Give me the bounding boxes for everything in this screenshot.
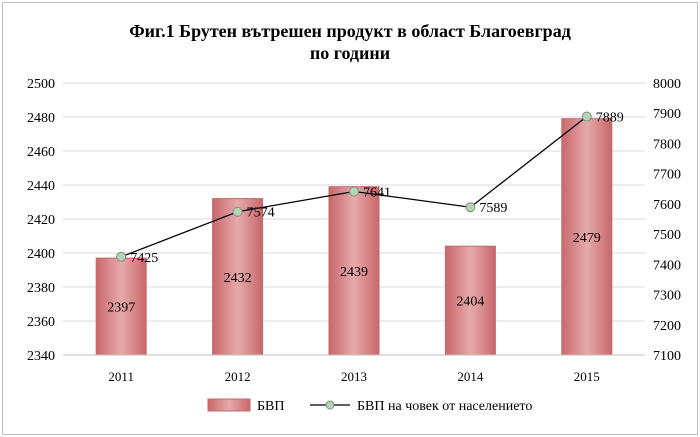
y-left-tick-label: 2440 [27, 179, 55, 194]
bar-value-label: 2432 [224, 271, 252, 286]
y-left-tick-label: 2500 [27, 77, 55, 92]
x-tick-label: 2011 [108, 369, 134, 384]
line-value-label: 7589 [479, 201, 507, 216]
line-value-label: 7889 [596, 111, 624, 126]
line-value-label: 7641 [363, 185, 391, 200]
y-left-tick-label: 2460 [27, 145, 55, 160]
bar [95, 257, 147, 356]
y-left-tick-label: 2420 [27, 213, 55, 228]
y-left-tick-label: 2480 [27, 111, 55, 126]
y-right-tick-label: 7200 [653, 319, 681, 334]
y-right-tick-label: 7900 [653, 107, 681, 122]
legend: БВП БВП на човек от населението [207, 398, 532, 414]
x-tick-label: 2013 [341, 369, 367, 384]
x-tick-label: 2014 [457, 369, 484, 384]
line-point [581, 111, 592, 122]
legend-swatch-marker [325, 400, 335, 410]
y-right-tick-label: 7100 [653, 349, 681, 364]
chart-title-line2: по години [310, 43, 390, 63]
bar-value-label: 2397 [107, 301, 135, 316]
bar-value-label: 2479 [573, 231, 601, 246]
bar-value-label: 2404 [456, 295, 484, 310]
line-value-label: 7425 [130, 251, 158, 266]
y-left-tick-label: 2360 [27, 315, 55, 330]
bar-value-label: 2439 [340, 265, 368, 280]
y-left-tick-label: 2380 [27, 281, 55, 296]
y-right-tick-label: 8000 [653, 77, 681, 92]
line-point [465, 202, 476, 213]
line-value-label: 7574 [247, 206, 275, 221]
chart-svg: Фиг.1 Брутен вътрешен продукт в област Б… [27, 21, 681, 414]
line-point [232, 206, 243, 217]
y-left-tick-label: 2340 [27, 349, 55, 364]
line-point [116, 251, 127, 262]
y-right-tick-label: 7800 [653, 137, 681, 152]
x-tick-label: 2015 [574, 369, 600, 384]
legend-label-bar: БВП [257, 399, 285, 414]
legend-swatch-bar [207, 398, 251, 412]
line-point [349, 186, 359, 197]
y-right-tick-label: 7600 [653, 198, 681, 213]
y-right-tick-label: 7400 [653, 258, 681, 273]
y-right-tick-label: 7700 [653, 168, 681, 183]
x-tick-label: 2012 [225, 369, 251, 384]
y-left-tick-label: 2400 [27, 247, 55, 262]
y-right-tick-label: 7300 [653, 289, 681, 304]
legend-label-line: БВП на човек от населението [357, 399, 532, 414]
chart-title-line1: Фиг.1 Брутен вътрешен продукт в област Б… [129, 21, 571, 41]
y-right-tick-label: 7500 [653, 228, 681, 243]
